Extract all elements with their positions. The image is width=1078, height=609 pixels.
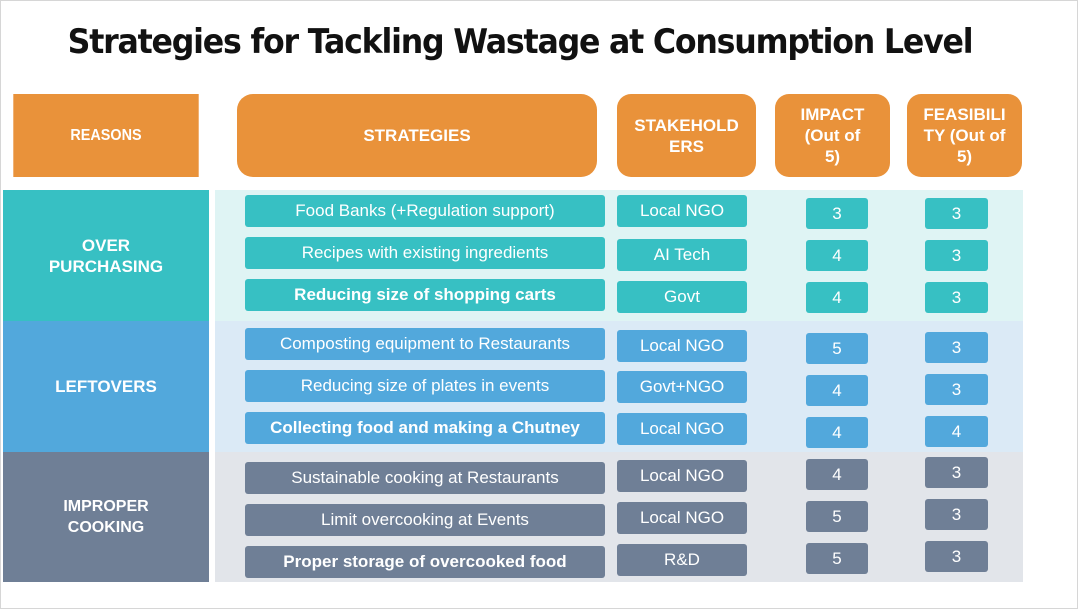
impact-cell: 4 [806, 282, 868, 313]
stakeholder-cell: Local NGO [617, 195, 747, 227]
strategy-cell: Sustainable cooking at Restaurants [245, 462, 605, 494]
header-reasons: REASONS [13, 94, 199, 177]
impact-cell: 5 [806, 543, 868, 574]
strategy-cell: Recipes with existing ingredients [245, 237, 605, 269]
feasibility-cell: 3 [925, 499, 988, 530]
stakeholder-cell: Local NGO [617, 413, 747, 445]
feasibility-cell: 3 [925, 541, 988, 572]
strategy-cell: Composting equipment to Restaurants [245, 328, 605, 360]
stakeholder-cell: Local NGO [617, 330, 747, 362]
strategy-cell: Food Banks (+Regulation support) [245, 195, 605, 227]
header-impact: IMPACT (Out of 5) [775, 94, 890, 177]
strategy-cell: Collecting food and making a Chutney [245, 412, 605, 444]
header-stakeholders: STAKEHOLD ERS [617, 94, 756, 177]
stakeholder-cell: Local NGO [617, 460, 747, 492]
impact-cell: 4 [806, 375, 868, 406]
stakeholder-cell: AI Tech [617, 239, 747, 271]
impact-cell: 4 [806, 240, 868, 271]
page-title: Strategies for Tackling Wastage at Consu… [67, 22, 974, 62]
impact-cell: 5 [806, 501, 868, 532]
stakeholder-cell: Govt+NGO [617, 371, 747, 403]
impact-cell: 4 [806, 417, 868, 448]
stakeholder-cell: R&D [617, 544, 747, 576]
stakeholder-cell: Govt [617, 281, 747, 313]
feasibility-cell: 3 [925, 374, 988, 405]
header-feasibility: FEASIBILI TY (Out of 5) [907, 94, 1022, 177]
impact-cell: 3 [806, 198, 868, 229]
stakeholder-cell: Local NGO [617, 502, 747, 534]
strategy-cell: Limit overcooking at Events [245, 504, 605, 536]
feasibility-cell: 3 [925, 240, 988, 271]
reason-over-purchasing: OVER PURCHASING [3, 190, 209, 321]
impact-cell: 4 [806, 459, 868, 490]
feasibility-cell: 3 [925, 282, 988, 313]
impact-cell: 5 [806, 333, 868, 364]
strategy-cell: Reducing size of plates in events [245, 370, 605, 402]
reason-improper-cooking: IMPROPER COOKING [3, 452, 209, 582]
feasibility-cell: 3 [925, 198, 988, 229]
strategy-cell: Reducing size of shopping carts [245, 279, 605, 311]
feasibility-cell: 4 [925, 416, 988, 447]
feasibility-cell: 3 [925, 332, 988, 363]
strategy-cell: Proper storage of overcooked food [245, 546, 605, 578]
header-strategies: STRATEGIES [237, 94, 597, 177]
reason-leftovers: LEFTOVERS [3, 321, 209, 452]
feasibility-cell: 3 [925, 457, 988, 488]
